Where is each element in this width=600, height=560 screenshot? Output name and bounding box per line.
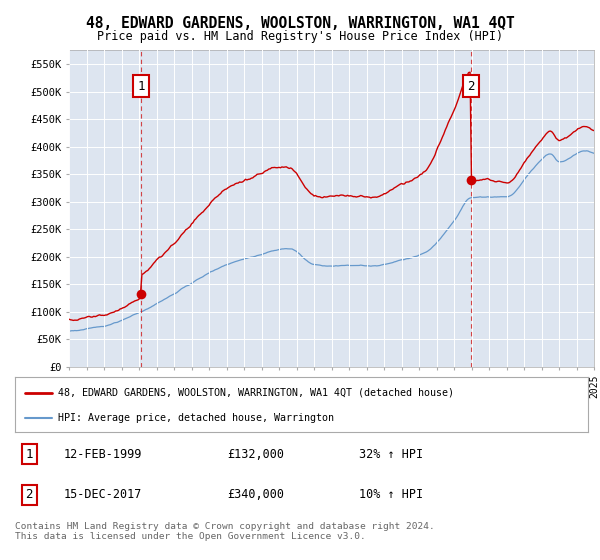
Text: 32% ↑ HPI: 32% ↑ HPI — [359, 447, 423, 461]
Text: 2: 2 — [467, 80, 475, 92]
Text: 12-FEB-1999: 12-FEB-1999 — [64, 447, 142, 461]
Text: 1: 1 — [137, 80, 145, 92]
Text: Contains HM Land Registry data © Crown copyright and database right 2024.
This d: Contains HM Land Registry data © Crown c… — [15, 522, 435, 542]
Text: £340,000: £340,000 — [227, 488, 284, 501]
Text: 48, EDWARD GARDENS, WOOLSTON, WARRINGTON, WA1 4QT: 48, EDWARD GARDENS, WOOLSTON, WARRINGTON… — [86, 16, 514, 31]
Text: £132,000: £132,000 — [227, 447, 284, 461]
Text: Price paid vs. HM Land Registry's House Price Index (HPI): Price paid vs. HM Land Registry's House … — [97, 30, 503, 43]
Text: HPI: Average price, detached house, Warrington: HPI: Average price, detached house, Warr… — [58, 413, 334, 423]
Text: 48, EDWARD GARDENS, WOOLSTON, WARRINGTON, WA1 4QT (detached house): 48, EDWARD GARDENS, WOOLSTON, WARRINGTON… — [58, 388, 454, 398]
Text: 2: 2 — [26, 488, 33, 501]
Text: 15-DEC-2017: 15-DEC-2017 — [64, 488, 142, 501]
Text: 1: 1 — [26, 447, 33, 461]
Text: 10% ↑ HPI: 10% ↑ HPI — [359, 488, 423, 501]
